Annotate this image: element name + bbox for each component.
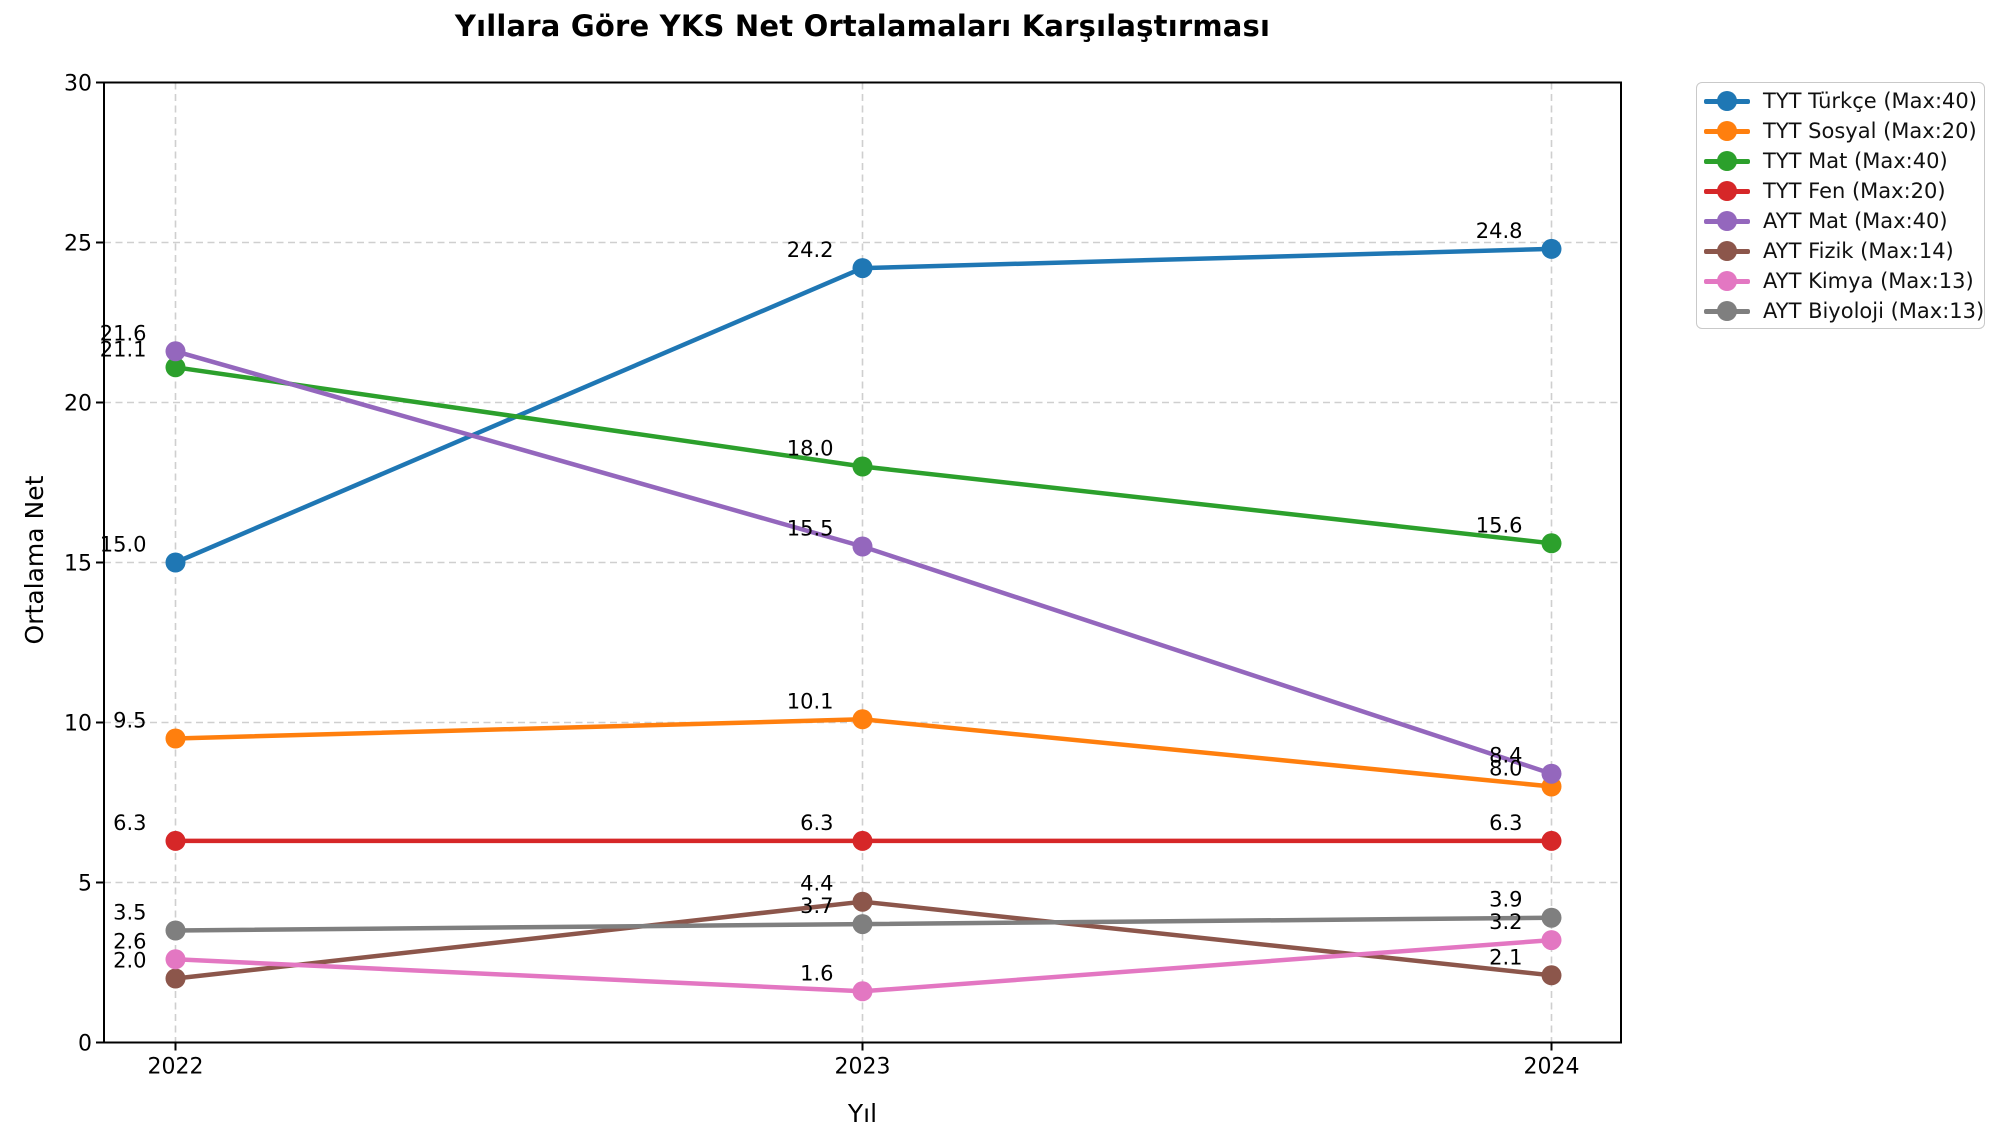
line-marker-icon bbox=[1704, 181, 1750, 201]
data-point bbox=[165, 949, 186, 970]
point-label: 10.1 bbox=[787, 689, 834, 713]
data-point bbox=[852, 914, 873, 935]
point-label: 8.4 bbox=[1489, 744, 1522, 768]
data-point bbox=[852, 258, 873, 279]
y-tick-label: 0 bbox=[78, 1032, 92, 1057]
line-marker-icon bbox=[1704, 151, 1750, 171]
point-label: 15.5 bbox=[787, 517, 834, 541]
data-point bbox=[165, 552, 186, 573]
data-point bbox=[165, 830, 186, 851]
y-tick-label: 5 bbox=[78, 872, 92, 897]
chart-title: Yıllara Göre YKS Net Ortalamaları Karşıl… bbox=[454, 9, 1271, 43]
legend-item: TYT Mat (Max:40) bbox=[1704, 146, 1974, 176]
point-label: 15.0 bbox=[100, 533, 147, 557]
point-label: 9.5 bbox=[113, 709, 146, 733]
line-marker-icon bbox=[1704, 121, 1750, 141]
legend-item: TYT Sosyal (Max:20) bbox=[1704, 116, 1977, 146]
series-7 bbox=[165, 907, 1562, 941]
data-point bbox=[852, 709, 873, 730]
data-point bbox=[1541, 830, 1562, 851]
legend-label: AYT Mat (Max:40) bbox=[1763, 209, 1948, 233]
point-label: 15.6 bbox=[1476, 513, 1523, 537]
legend-label: AYT Biyoloji (Max:13) bbox=[1763, 299, 1985, 323]
data-point bbox=[1541, 965, 1562, 986]
legend: TYT Türkçe (Max:40) TYT Sosyal (Max:20) … bbox=[1696, 82, 1985, 329]
legend-item: AYT Fizik (Max:14) bbox=[1704, 236, 1974, 266]
legend-label: TYT Türkçe (Max:40) bbox=[1763, 89, 1977, 113]
data-point bbox=[1541, 238, 1562, 259]
series-0 bbox=[165, 238, 1562, 573]
point-label: 1.6 bbox=[800, 961, 833, 985]
y-axis-label: Ortalama Net bbox=[20, 475, 49, 645]
legend-label: TYT Mat (Max:40) bbox=[1763, 149, 1948, 173]
legend-item: TYT Fen (Max:20) bbox=[1704, 176, 1974, 206]
y-tick-label: 30 bbox=[64, 72, 92, 97]
point-label: 2.6 bbox=[113, 929, 146, 953]
data-point bbox=[1541, 763, 1562, 784]
x-tick-label: 2023 bbox=[835, 1055, 891, 1080]
legend-item: AYT Mat (Max:40) bbox=[1704, 206, 1974, 236]
x-axis-label: Yıl bbox=[847, 1099, 878, 1128]
y-tick-label: 20 bbox=[64, 392, 92, 417]
gridlines bbox=[104, 81, 1621, 1044]
legend-item: AYT Kimya (Max:13) bbox=[1704, 266, 1974, 296]
point-label: 2.1 bbox=[1489, 945, 1522, 969]
data-point bbox=[165, 920, 186, 941]
legend-label: AYT Kimya (Max:13) bbox=[1763, 269, 1974, 293]
point-label: 3.7 bbox=[800, 894, 833, 918]
series-4 bbox=[165, 341, 1562, 784]
line-marker-icon bbox=[1704, 241, 1750, 261]
data-point bbox=[852, 891, 873, 912]
legend-label: AYT Fizik (Max:14) bbox=[1763, 239, 1954, 263]
data-point bbox=[1541, 533, 1562, 554]
series-3 bbox=[165, 830, 1562, 851]
data-point bbox=[852, 536, 873, 557]
data-point bbox=[852, 981, 873, 1002]
y-tick-label: 15 bbox=[64, 552, 92, 577]
point-label: 24.2 bbox=[787, 238, 834, 262]
legend-label: TYT Fen (Max:20) bbox=[1763, 179, 1946, 203]
point-label: 4.4 bbox=[800, 872, 833, 896]
line-marker-icon bbox=[1704, 301, 1750, 321]
axis-ticks: 0 5 10 15 20 25 30 2022 2023 2024 bbox=[64, 72, 1580, 1080]
series-1 bbox=[165, 709, 1562, 797]
series-2 bbox=[165, 357, 1562, 554]
legend-item: TYT Türkçe (Max:40) bbox=[1704, 86, 1977, 116]
point-label: 24.8 bbox=[1476, 219, 1523, 243]
x-tick-label: 2024 bbox=[1524, 1055, 1580, 1080]
data-point bbox=[165, 357, 186, 378]
line-marker-icon bbox=[1704, 271, 1750, 291]
point-annotations: 15.0 24.2 24.8 9.5 10.1 8.0 21.1 18.0 15.6 6.3 6.3… bbox=[100, 219, 1523, 985]
x-tick-label: 2022 bbox=[148, 1055, 204, 1080]
y-tick-label: 25 bbox=[64, 232, 92, 257]
series-6 bbox=[165, 930, 1562, 1002]
data-point bbox=[1541, 930, 1562, 951]
data-point bbox=[852, 456, 873, 477]
point-label: 18.0 bbox=[787, 437, 834, 461]
data-point bbox=[1541, 907, 1562, 928]
point-label: 6.3 bbox=[1489, 811, 1522, 835]
point-label: 3.2 bbox=[1489, 910, 1522, 934]
point-label: 8.0 bbox=[1489, 757, 1522, 781]
point-label: 3.9 bbox=[1489, 888, 1522, 912]
point-label: 21.1 bbox=[100, 337, 147, 361]
point-label: 6.3 bbox=[113, 811, 146, 835]
point-label: 21.6 bbox=[100, 321, 147, 345]
line-marker-icon bbox=[1704, 211, 1750, 231]
data-point bbox=[852, 830, 873, 851]
point-label: 2.0 bbox=[113, 949, 146, 973]
series-5 bbox=[165, 891, 1562, 989]
line-marker-icon bbox=[1704, 91, 1750, 111]
y-tick-label: 10 bbox=[64, 712, 92, 737]
data-point bbox=[165, 341, 186, 362]
data-point bbox=[165, 728, 186, 749]
point-label: 3.5 bbox=[113, 901, 146, 925]
data-point bbox=[165, 968, 186, 989]
legend-item: AYT Biyoloji (Max:13) bbox=[1704, 296, 1984, 326]
point-label: 6.3 bbox=[800, 811, 833, 835]
legend-label: TYT Sosyal (Max:20) bbox=[1763, 119, 1977, 143]
